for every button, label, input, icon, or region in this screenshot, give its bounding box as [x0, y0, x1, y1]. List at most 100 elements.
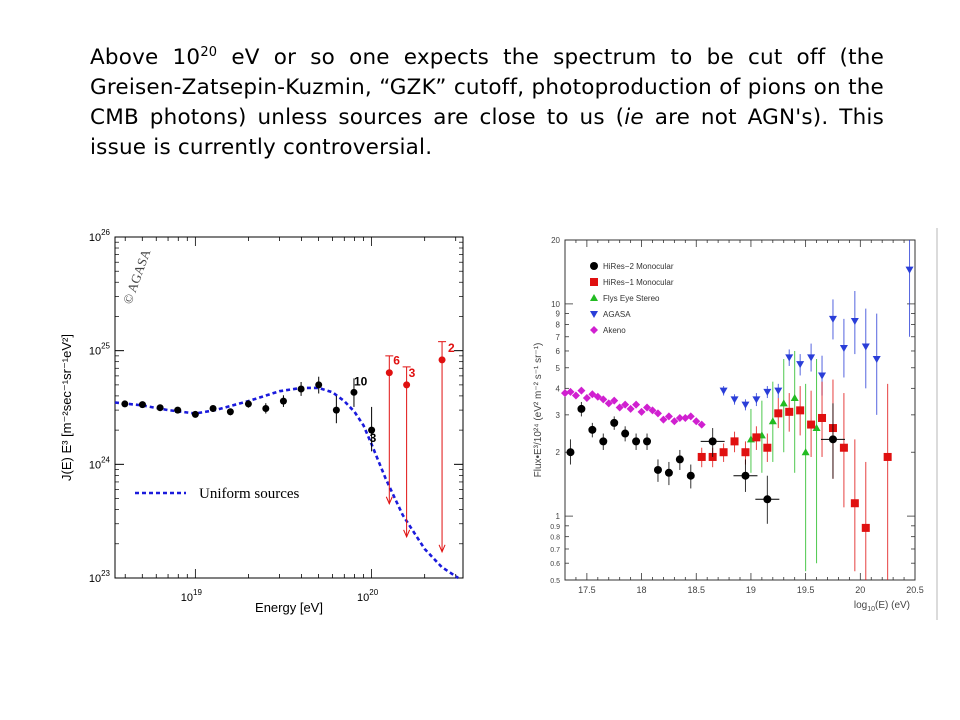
hires-point-hires-2-monocular	[599, 437, 608, 446]
hires-y-tick-label: 20	[551, 236, 560, 245]
hires-x-axis-label: log10(E) (eV)	[854, 600, 910, 613]
agasa-data-point	[350, 388, 358, 396]
hires-y-tick-label: 4	[556, 384, 561, 393]
x-tick-label: 1020	[357, 588, 379, 604]
hires-x-tick-label: 20	[855, 585, 865, 595]
x-axis-label-rest: (E) (eV)	[875, 600, 910, 611]
agasa-data-point	[315, 381, 323, 389]
hires-y-tick-label: 0.6	[550, 561, 560, 568]
legend-label-uniform: Uniform sources	[199, 486, 300, 502]
event-count-label: 6	[393, 354, 400, 368]
y-tick-base: 10	[89, 459, 101, 471]
hires-x-tick-label: 18.5	[687, 585, 705, 595]
agasa-data-point	[244, 400, 252, 408]
hires-point-agasa	[730, 396, 739, 404]
legend-marker-3	[590, 311, 598, 318]
hires-y-tick-label: 1	[556, 512, 561, 521]
hires-point-hires-2-monocular	[653, 465, 662, 474]
agasa-x-axis-label: Energy [eV]	[255, 600, 323, 615]
hires-y-axis-label: Flux•E³/10²⁴ (eV² m⁻² s⁻¹ sr⁻¹)	[533, 343, 544, 478]
hires-point-akeno	[566, 387, 575, 396]
y-tick-label: 1026	[89, 228, 111, 244]
agasa-data-point	[403, 381, 411, 389]
hires-y-tick-label: 0.9	[550, 524, 560, 531]
hires-point-akeno	[621, 400, 630, 409]
legend-marker-0	[590, 262, 598, 270]
upper-limit-arrow	[438, 544, 446, 554]
agasa-plot-frame	[114, 236, 464, 579]
hires-point-hires-1-monocular	[774, 409, 783, 418]
hires-x-tick-label: 17.5	[578, 585, 596, 595]
agasa-data-point	[297, 385, 305, 393]
hires-point-hires-2-monocular	[708, 437, 717, 446]
hires-point-hires-2-monocular	[664, 468, 673, 477]
hires-point-hires-2-monocular	[675, 455, 684, 464]
legend-marker-1	[590, 278, 598, 286]
hires-point-akeno	[648, 406, 657, 415]
hires-point-agasa	[796, 361, 805, 369]
hires-point-hires-2-monocular	[632, 437, 641, 446]
hires-x-tick-label: 18	[637, 585, 647, 595]
hires-point-agasa	[741, 401, 750, 409]
x-axis-label-sub: 10	[867, 606, 875, 613]
hires-point-hires-1-monocular	[785, 407, 794, 416]
hires-x-tick-label: 19.5	[797, 585, 815, 595]
hires-point-hires-1-monocular	[752, 433, 761, 442]
hires-point-akeno	[686, 412, 695, 421]
x-tick-base: 10	[357, 592, 369, 604]
slide-body-text: Above 1020 eV or so one expects the spec…	[90, 38, 884, 163]
event-count-label: 3	[409, 366, 416, 380]
legend-label-0: HiRes−2 Monocular	[603, 262, 674, 271]
hires-point-hires-2-monocular	[643, 437, 652, 446]
hires-y-tick-label: 7	[556, 333, 561, 342]
hires-point-agasa	[719, 387, 728, 395]
text-part-2: are not AGN's). This issue is currently …	[90, 105, 885, 161]
hires-point-flys-eye-stereo	[779, 399, 788, 407]
hires-y-tick-label: 8	[556, 320, 561, 329]
event-count-label: 3	[370, 431, 377, 445]
hires-point-akeno	[643, 403, 652, 412]
hires-point-agasa	[905, 266, 914, 274]
hires-point-hires-1-monocular	[763, 443, 772, 452]
y-tick-base: 10	[89, 573, 101, 585]
agasa-data-point	[156, 404, 164, 412]
hires-y-tick-label: 0.8	[550, 535, 560, 542]
hires-y-tick-label: 3	[556, 411, 561, 420]
x-tick-exp: 20	[369, 588, 378, 597]
y-tick-exp: 24	[101, 455, 110, 464]
hires-point-akeno	[664, 412, 673, 421]
hires-point-hires-1-monocular	[839, 443, 848, 452]
hires-y-tick-label: 10	[551, 300, 560, 309]
hires-y-tick-label: 6	[556, 347, 561, 356]
agasa-data-point	[438, 356, 446, 364]
y-tick-exp: 25	[101, 342, 110, 351]
agasa-data-point	[279, 397, 287, 405]
hires-point-flys-eye-stereo	[790, 394, 799, 402]
hires-y-tick-label: 2	[556, 448, 561, 457]
upper-limit-arrow	[403, 529, 411, 539]
hires-point-hires-1-monocular	[730, 437, 739, 446]
hires-point-agasa	[818, 372, 827, 380]
upper-limit-arrow	[385, 496, 393, 506]
legend-marker-2	[590, 294, 598, 301]
hires-point-agasa	[850, 318, 859, 326]
hires-point-hires-2-monocular	[610, 418, 619, 427]
hires-point-akeno	[604, 399, 613, 408]
hires-point-akeno	[659, 415, 668, 424]
hires-point-hires-2-monocular	[686, 471, 695, 480]
agasa-data-point	[332, 406, 340, 414]
hires-point-hires-2-monocular	[566, 448, 575, 457]
hires-point-hires-1-monocular	[807, 420, 816, 429]
hires-point-hires-2-monocular	[741, 471, 750, 480]
hires-point-agasa	[763, 388, 772, 396]
legend-marker-4	[590, 326, 598, 334]
text-part-1: eV or so one expects the spectrum to be …	[90, 45, 884, 131]
x-tick-label: 1019	[181, 588, 203, 604]
hires-point-flys-eye-stereo	[801, 448, 810, 456]
hires-y-tick-label: 0.7	[550, 547, 560, 554]
text-italic-ie: ie	[624, 105, 644, 131]
hires-point-agasa	[861, 343, 870, 351]
hires-point-hires-1-monocular	[796, 406, 805, 415]
hires-point-hires-2-monocular	[621, 429, 630, 438]
